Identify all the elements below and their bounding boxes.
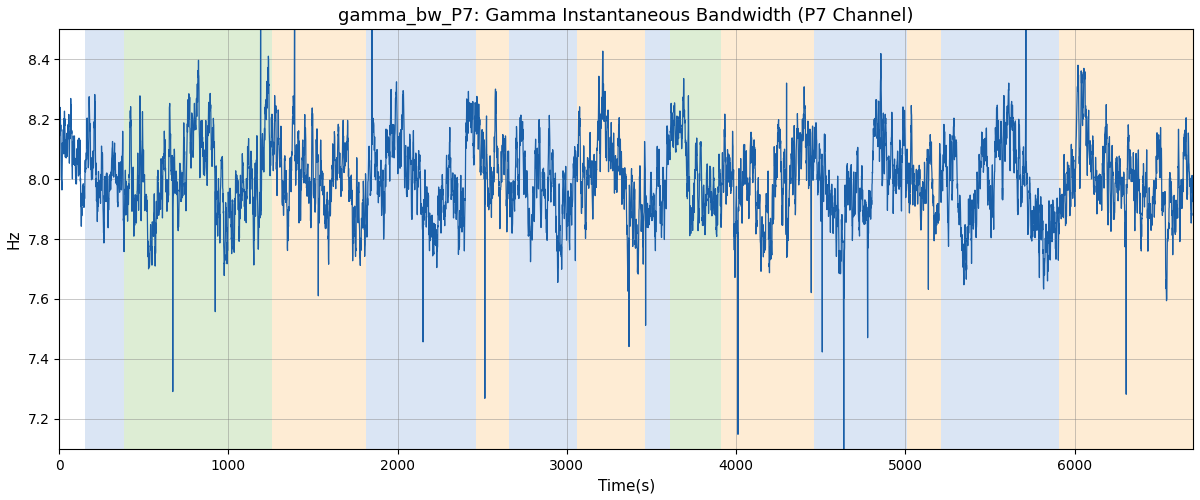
- Bar: [814, 30, 907, 449]
- Y-axis label: Hz: Hz: [7, 230, 22, 249]
- Bar: [907, 30, 941, 449]
- Title: gamma_bw_P7: Gamma Instantaneous Bandwidth (P7 Channel): gamma_bw_P7: Gamma Instantaneous Bandwid…: [338, 7, 914, 25]
- Bar: [125, 30, 271, 449]
- Bar: [577, 30, 644, 449]
- Bar: [721, 30, 814, 449]
- Bar: [366, 30, 475, 449]
- X-axis label: Time(s): Time(s): [598, 478, 655, 493]
- Bar: [670, 30, 721, 449]
- Bar: [509, 30, 577, 449]
- Bar: [1060, 30, 1193, 449]
- Bar: [85, 30, 125, 449]
- Bar: [644, 30, 670, 449]
- Bar: [941, 30, 1060, 449]
- Bar: [475, 30, 509, 449]
- Bar: [271, 30, 366, 449]
